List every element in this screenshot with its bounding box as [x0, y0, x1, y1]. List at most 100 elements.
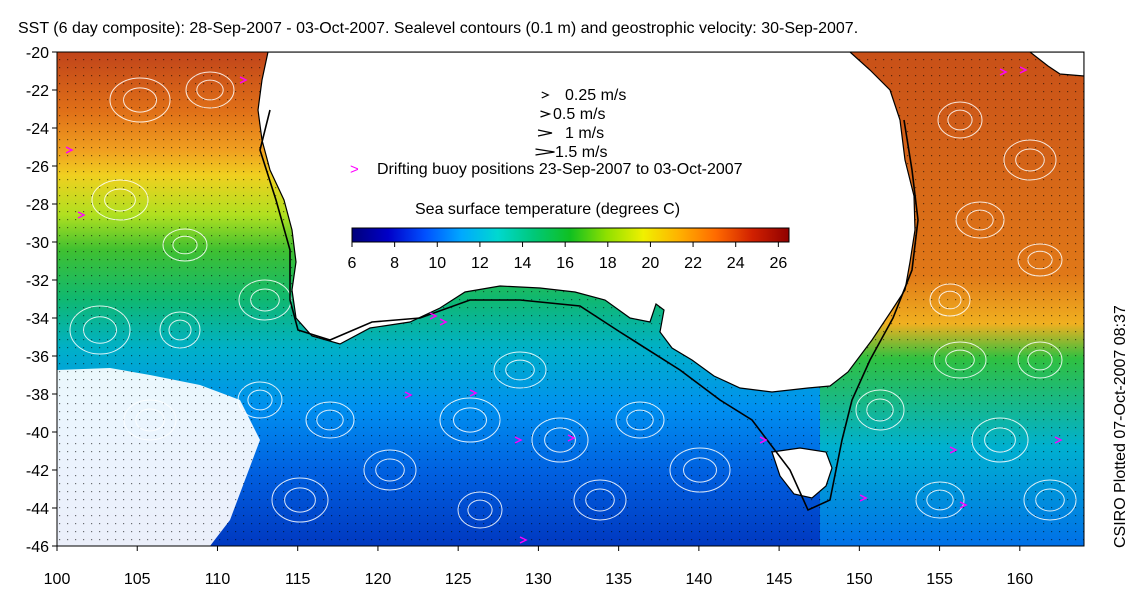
contour-loop [91, 179, 149, 221]
contour-loop-inner [250, 288, 280, 312]
contour-loop [439, 397, 501, 443]
buoy-marker [859, 494, 868, 502]
y-tick-label: -46 [26, 539, 49, 556]
contour-loop [159, 311, 201, 349]
buoy-marker [429, 312, 438, 320]
contour-loop-inner [683, 457, 717, 483]
contour-loop [573, 479, 627, 521]
y-tick-label: -28 [26, 197, 49, 214]
x-tick-label: 105 [124, 571, 151, 588]
buoy-marker [439, 318, 448, 326]
velocity-scale-label: 0.25 m/s [565, 87, 626, 104]
contour-loop [457, 491, 503, 529]
x-tick-label: 125 [445, 571, 472, 588]
y-tick-label: -34 [26, 311, 49, 328]
contour-loop-inner [247, 389, 273, 411]
buoy-marker [239, 76, 248, 84]
contour-loop [1017, 341, 1063, 379]
x-tick-label: 150 [846, 571, 873, 588]
buoy-marker [77, 211, 86, 219]
contour-loop-inner [284, 487, 316, 513]
contour-loop-inner [316, 409, 344, 431]
contour-loop-inner [1027, 250, 1053, 270]
x-tick-label: 115 [285, 571, 311, 588]
contour-loop-inner [984, 427, 1016, 453]
buoy-marker-symbol: > [350, 161, 359, 178]
buoy-marker [759, 436, 768, 444]
contour-loop [493, 351, 547, 389]
contour-loop-inner [467, 499, 493, 521]
velocity-arrow [535, 148, 555, 156]
contour-loop-inner [626, 409, 654, 431]
contour-loop [955, 201, 1005, 239]
y-tick-label: -20 [26, 45, 49, 62]
colorbar-tick-label: 12 [471, 255, 489, 272]
contour-loop-inner [1015, 148, 1045, 172]
velocity-scale: 0.25 m/s 0.5 m/s 1 m/s 1.5 m/s [535, 87, 626, 161]
y-tick-label: -30 [26, 235, 49, 252]
buoy-marker [1019, 66, 1028, 74]
x-tick-label: 120 [365, 571, 392, 588]
y-axis: -20 -22 -24 -26 -28 -30 -32 -34 -36 -38 -40 -42 -44 -… [26, 45, 57, 556]
x-axis: 100 105 110 115 120 125 130 135 140 145 150 155 160 [44, 546, 1033, 588]
x-tick-label: 140 [686, 571, 713, 588]
contour-loop-inner [585, 488, 615, 512]
x-tick-label: 100 [44, 571, 71, 588]
velocity-scale-label: 0.5 m/s [553, 106, 605, 123]
contour-loop [615, 401, 665, 439]
buoy-marker [1054, 436, 1063, 444]
y-tick-label: -26 [26, 159, 49, 176]
contour-loop-inner [945, 349, 975, 371]
contour-loop [929, 283, 971, 317]
buoy-marker [999, 68, 1008, 76]
colorbar [351, 227, 790, 243]
contour-loop [69, 305, 131, 355]
buoy-marker [567, 434, 576, 442]
northeast-land [1029, 52, 1084, 77]
contour-loop-inner [544, 427, 576, 453]
contour-loop-inner [947, 109, 973, 131]
contour-loop-inner [1027, 349, 1053, 371]
buoy-marker [514, 436, 523, 444]
contour-loop-inner [196, 79, 224, 101]
plot-frame [56, 51, 1085, 547]
buoy-marker [959, 501, 968, 509]
contour-loop-inner [135, 408, 165, 432]
y-tick-label: -44 [26, 501, 49, 518]
tasmania [771, 447, 833, 499]
contour-loop-inner [453, 407, 487, 433]
colorbar-tick-label: 24 [727, 255, 745, 272]
colorbar-tick-label: 26 [769, 255, 787, 272]
contour-loop-inner [172, 235, 198, 255]
buoy-marker [404, 391, 413, 399]
y-tick-label: -22 [26, 83, 49, 100]
contour-loop-inner [123, 87, 157, 113]
contour-loop-inner [505, 359, 535, 381]
sealevel-contours [69, 71, 1077, 529]
contour-loop-inner [104, 188, 136, 212]
velocity-arrow [541, 91, 550, 99]
y-tick-label: -42 [26, 463, 49, 480]
buoy-legend-label: Drifting buoy positions 23-Sep-2007 to 0… [377, 161, 743, 178]
contour-loop [237, 381, 283, 419]
contour-loop [855, 389, 905, 431]
y-tick-label: -38 [26, 387, 49, 404]
x-tick-label: 155 [926, 571, 953, 588]
colorbar-tick-label: 10 [428, 255, 446, 272]
australia-landmass [257, 52, 916, 393]
y-tick-label: -40 [26, 425, 49, 442]
colorbar-tick-label: 6 [348, 255, 357, 272]
contour-loop [937, 101, 983, 139]
contour-loop [109, 77, 171, 123]
legend: 0.25 m/s 0.5 m/s 1 m/s 1.5 m/s > Drifting b… [348, 87, 790, 272]
plot-area [57, 52, 1084, 546]
contour-loop [123, 399, 177, 441]
colorbar-tick-label: 20 [642, 255, 660, 272]
colorbar-tick-label: 18 [599, 255, 617, 272]
y-tick-label: -36 [26, 349, 49, 366]
buoy-markers [65, 66, 1063, 544]
contour-loop [185, 71, 235, 109]
contour-loop-inner [866, 398, 894, 422]
contour-loop-inner [966, 209, 994, 231]
buoy-marker [519, 536, 528, 544]
